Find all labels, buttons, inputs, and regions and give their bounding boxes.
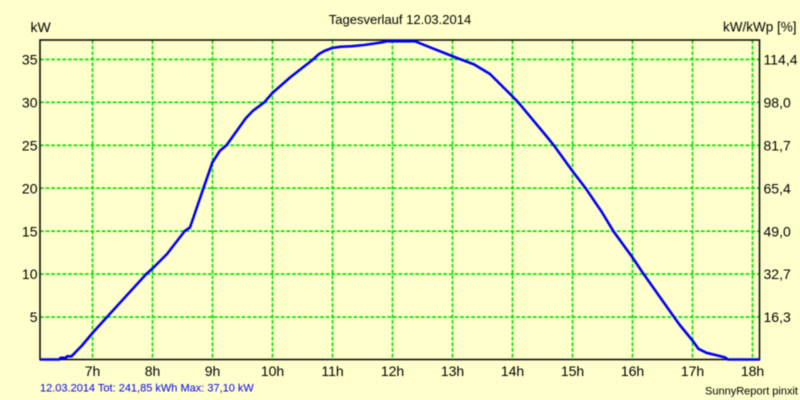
svg-text:12.03.2014 Tot: 241,85 kWh Max: 12.03.2014 Tot: 241,85 kWh Max: 37,10 kW <box>40 383 254 395</box>
svg-text:14h: 14h <box>501 363 524 379</box>
svg-text:8h: 8h <box>145 363 161 379</box>
svg-text:35: 35 <box>22 52 38 68</box>
svg-text:11h: 11h <box>321 363 343 379</box>
svg-text:16,3: 16,3 <box>764 309 791 325</box>
svg-text:18h: 18h <box>741 363 764 379</box>
svg-text:114,4: 114,4 <box>764 52 798 68</box>
svg-text:16h: 16h <box>621 363 644 379</box>
svg-text:12h: 12h <box>381 363 404 379</box>
svg-text:kW/kWp [%]: kW/kWp [%] <box>723 20 797 35</box>
svg-text:32,7: 32,7 <box>764 266 791 282</box>
svg-text:81,7: 81,7 <box>764 137 791 153</box>
svg-text:9h: 9h <box>205 363 221 379</box>
svg-text:20: 20 <box>22 180 38 196</box>
svg-text:10h: 10h <box>261 363 284 379</box>
svg-text:17h: 17h <box>681 363 704 379</box>
svg-text:65,4: 65,4 <box>764 180 791 196</box>
svg-text:30: 30 <box>22 94 38 110</box>
svg-text:15: 15 <box>22 223 38 239</box>
svg-text:25: 25 <box>22 137 38 153</box>
svg-text:13h: 13h <box>441 363 464 379</box>
svg-text:SunnyReport pinxit: SunnyReport pinxit <box>705 386 798 398</box>
svg-text:5: 5 <box>30 309 38 325</box>
svg-text:Tagesverlauf 12.03.2014: Tagesverlauf 12.03.2014 <box>329 12 471 27</box>
svg-text:kW: kW <box>31 19 52 35</box>
svg-text:49,0: 49,0 <box>764 223 791 239</box>
svg-text:15h: 15h <box>561 363 584 379</box>
svg-text:98,0: 98,0 <box>764 94 791 110</box>
svg-text:7h: 7h <box>85 363 101 379</box>
svg-text:10: 10 <box>22 266 38 282</box>
